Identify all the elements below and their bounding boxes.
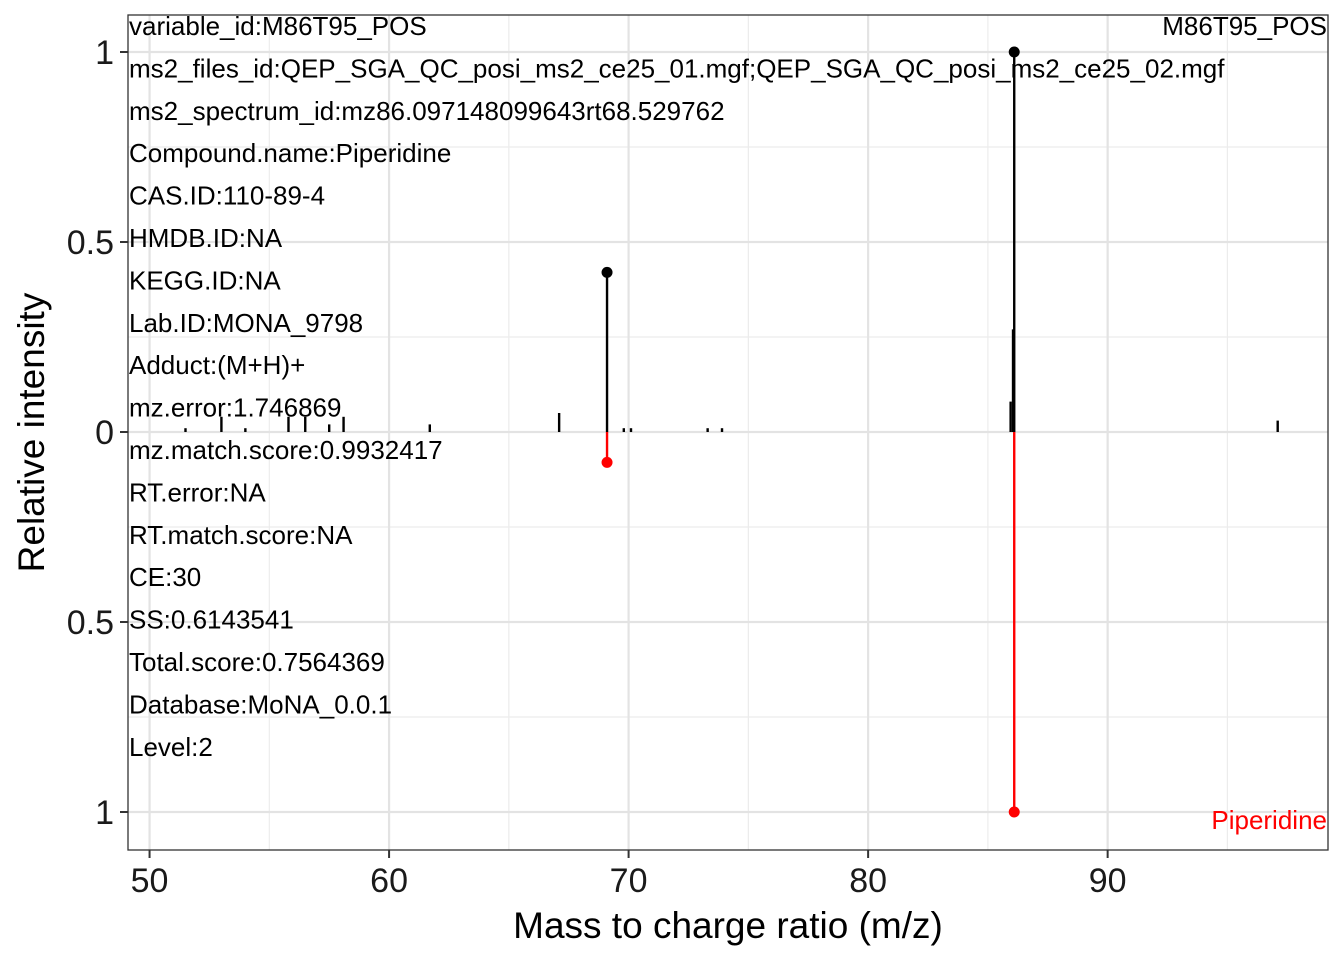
info-line: mz.match.score:0.9932417 <box>129 435 443 465</box>
x-tick-label: 50 <box>131 862 169 900</box>
info-line: KEGG.ID:NA <box>129 265 281 295</box>
spectrum-marks <box>184 46 1279 818</box>
info-line: RT.error:NA <box>129 477 266 507</box>
major-grid <box>128 15 1328 850</box>
y-tick-label: 1 <box>95 34 114 72</box>
info-line: ms2_spectrum_id:mz86.097148099643rt68.52… <box>129 96 725 126</box>
x-tick-label: 60 <box>370 862 408 900</box>
info-line: Adduct:(M+H)+ <box>129 350 305 380</box>
x-tick-label: 90 <box>1089 862 1127 900</box>
info-line: Database:MoNA_0.0.1 <box>129 689 392 719</box>
y-tick-label: 1 <box>95 794 114 832</box>
experimental-matched-point <box>1008 46 1020 58</box>
info-line: CE:30 <box>129 562 201 592</box>
info-line: HMDB.ID:NA <box>129 223 283 253</box>
experimental-label: M86T95_POS <box>1162 11 1327 41</box>
reference-label: Piperidine <box>1211 805 1327 835</box>
y-axis-title: Relative intensity <box>11 292 52 572</box>
reference-matched-point <box>601 456 613 468</box>
info-line: mz.error:1.746869 <box>129 393 341 423</box>
info-line: SS:0.6143541 <box>129 605 294 635</box>
info-line: Lab.ID:MONA_9798 <box>129 308 363 338</box>
reference-matched-point <box>1008 806 1020 818</box>
info-line: CAS.ID:110-89-4 <box>129 181 325 211</box>
experimental-matched-point <box>601 266 613 278</box>
info-line: Total.score:0.7564369 <box>129 647 385 677</box>
y-tick-label: 0 <box>95 414 114 452</box>
info-line: Level:2 <box>129 732 213 762</box>
info-line: variable_id:M86T95_POS <box>129 11 427 41</box>
info-line: Compound.name:Piperidine <box>129 138 451 168</box>
info-text-block: variable_id:M86T95_POS ms2_files_id:QEP_S… <box>129 11 1225 762</box>
y-tick-label: 0.5 <box>67 224 114 262</box>
axes: 50 60 70 80 90 1 0.5 0 0.5 1 <box>67 34 1127 900</box>
info-line: RT.match.score:NA <box>129 520 353 550</box>
y-tick-label: 0.5 <box>67 604 114 642</box>
x-tick-label: 80 <box>849 862 887 900</box>
x-tick-label: 70 <box>610 862 648 900</box>
info-line: ms2_files_id:QEP_SGA_QC_posi_ms2_ce25_01… <box>129 53 1225 83</box>
x-axis-title: Mass to charge ratio (m/z) <box>513 905 943 946</box>
